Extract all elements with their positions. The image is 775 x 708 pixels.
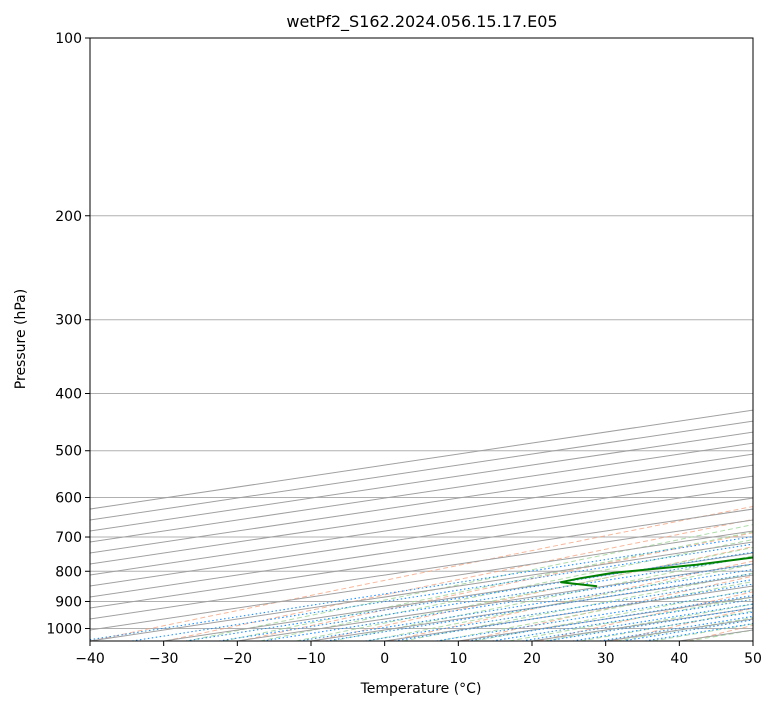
- mixing-ratio-line: [185, 551, 753, 641]
- x-tick-label: −30: [149, 651, 179, 667]
- isotherm-line: [90, 497, 753, 598]
- x-tick-label: −40: [75, 651, 105, 667]
- chart-title: wetPf2_S162.2024.056.15.17.E05: [286, 12, 557, 32]
- x-tick-label: 50: [744, 651, 762, 667]
- y-tick-label: 900: [55, 594, 82, 610]
- isotherm-line: [90, 508, 753, 609]
- skewed-isotherms: [90, 409, 753, 641]
- y-tick-label: 800: [55, 564, 82, 580]
- y-axis: 100 200 300 400 500 600 700 800 900 1000: [46, 31, 90, 637]
- y-tick-label: 400: [55, 387, 82, 403]
- dry-adiabat-line: [239, 532, 753, 641]
- x-tick-label: 30: [597, 651, 615, 667]
- isotherm-line: [90, 519, 753, 620]
- dry-adiabat-line: [538, 591, 753, 641]
- x-tick-label: 0: [380, 651, 389, 667]
- mixing-ratio-line: [262, 563, 753, 641]
- mixing-ratio-line: [572, 611, 753, 641]
- x-tick-label: 10: [449, 651, 467, 667]
- dry-adiabat-line: [314, 546, 753, 641]
- moist-adiabat-line: [296, 546, 753, 641]
- y-tick-label: 100: [55, 31, 82, 47]
- y-tick-label: 600: [55, 490, 82, 506]
- x-axis: −40 −30 −20 −10 0 10 20 30 40 50: [75, 641, 762, 667]
- x-tick-label: −20: [223, 651, 253, 667]
- x-axis-label: Temperature (°C): [360, 681, 482, 697]
- isotherm-line: [90, 486, 753, 587]
- y-tick-label: 300: [55, 313, 82, 329]
- mixing-ratio-line: [90, 536, 753, 641]
- mixing-ratio-line: [299, 568, 753, 641]
- y-tick-label: 500: [55, 444, 82, 460]
- isotherm-line: [90, 464, 753, 565]
- y-tick-label: 1000: [46, 621, 82, 637]
- moist-adiabat-line: [260, 538, 753, 641]
- isotherm-line: [90, 442, 753, 543]
- dry-adiabat-line: [389, 560, 753, 641]
- y-axis-label: Pressure (hPa): [13, 289, 29, 389]
- mixing-ratio-line: [599, 615, 753, 641]
- isotherm-line: [90, 453, 753, 554]
- dry-adiabats: [90, 505, 753, 641]
- plot-frame: [89, 37, 754, 642]
- moist-adiabat-line: [367, 563, 753, 641]
- x-tick-label: 40: [670, 651, 688, 667]
- x-tick-label: 20: [523, 651, 541, 667]
- y-tick-label: 200: [55, 209, 82, 225]
- moist-adiabat-line: [438, 580, 753, 641]
- isotherm-line: [90, 530, 753, 631]
- dry-adiabat-line: [165, 518, 753, 641]
- x-tick-label: −10: [296, 651, 326, 667]
- y-tick-label: 700: [55, 530, 82, 546]
- isotherm-line: [90, 475, 753, 576]
